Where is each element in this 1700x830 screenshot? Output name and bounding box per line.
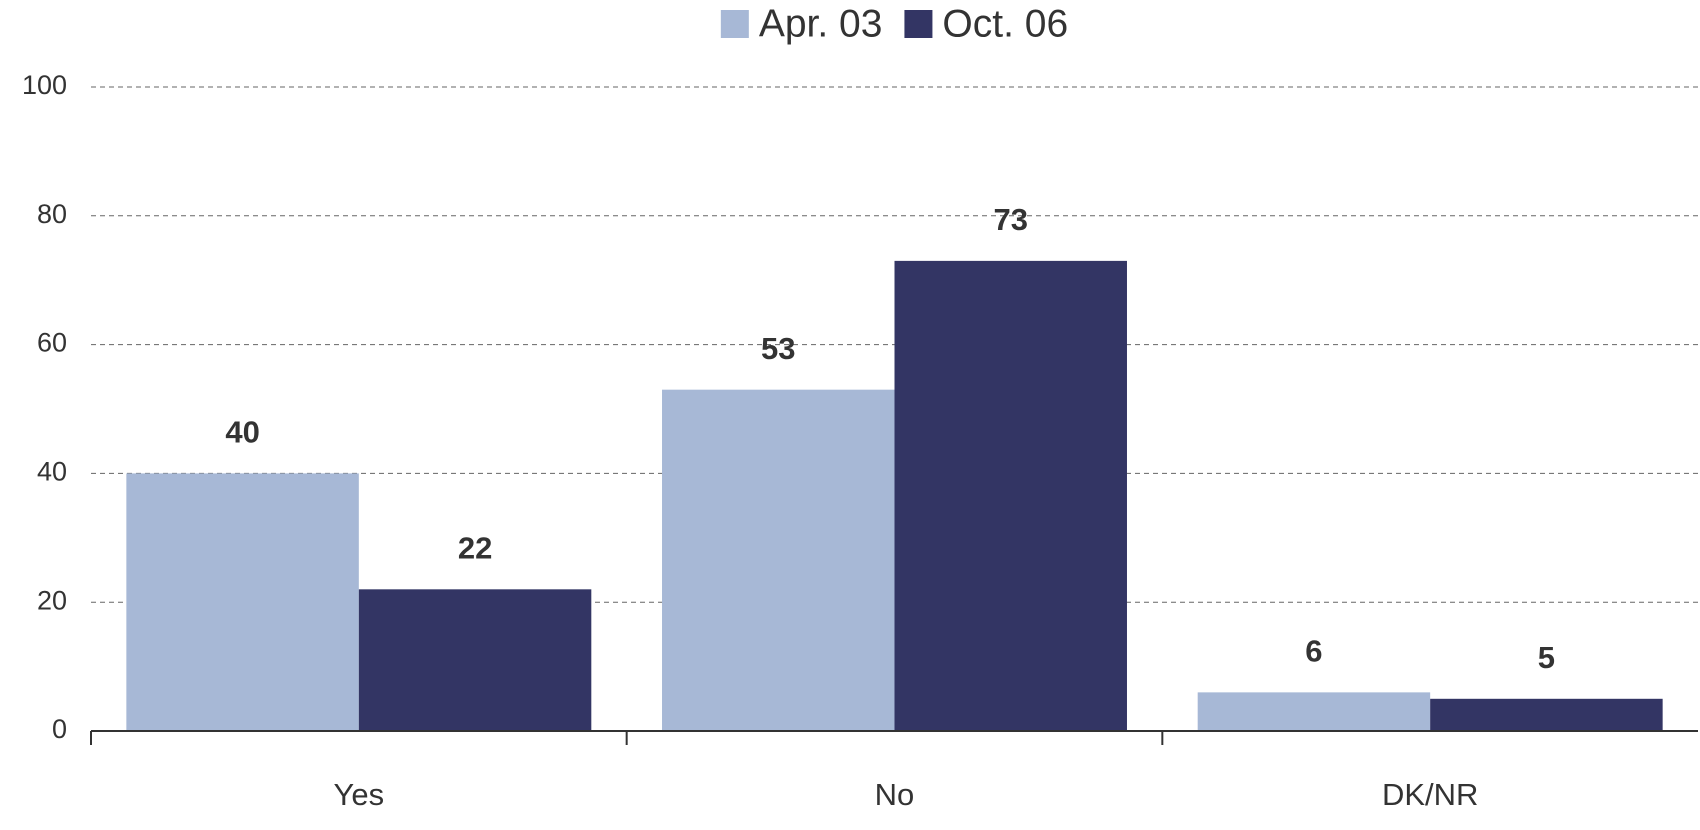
bar xyxy=(126,473,359,731)
y-tick-label: 20 xyxy=(37,585,67,615)
data-label: 22 xyxy=(458,531,492,566)
x-tick-label: Yes xyxy=(334,777,385,812)
y-tick-label: 40 xyxy=(37,457,67,487)
legend-swatch xyxy=(904,10,933,38)
data-label: 5 xyxy=(1538,640,1555,675)
legend-swatch xyxy=(720,10,749,38)
legend-label: Oct. 06 xyxy=(942,2,1068,45)
data-label: 40 xyxy=(225,415,259,450)
data-label: 6 xyxy=(1305,634,1322,669)
y-tick-label: 60 xyxy=(37,328,67,358)
y-tick-label: 100 xyxy=(22,70,67,100)
bar xyxy=(894,260,1127,731)
y-tick-label: 80 xyxy=(37,199,67,229)
bar xyxy=(358,589,592,731)
data-label: 73 xyxy=(993,202,1027,237)
bar xyxy=(662,389,895,731)
bar xyxy=(1197,692,1431,731)
y-tick-label: 0 xyxy=(52,714,67,744)
data-label: 53 xyxy=(761,331,795,366)
x-tick-label: No xyxy=(875,777,915,812)
bar xyxy=(1430,698,1663,731)
legend-label: Apr. 03 xyxy=(759,2,883,45)
x-tick-label: DK/NR xyxy=(1382,777,1478,812)
